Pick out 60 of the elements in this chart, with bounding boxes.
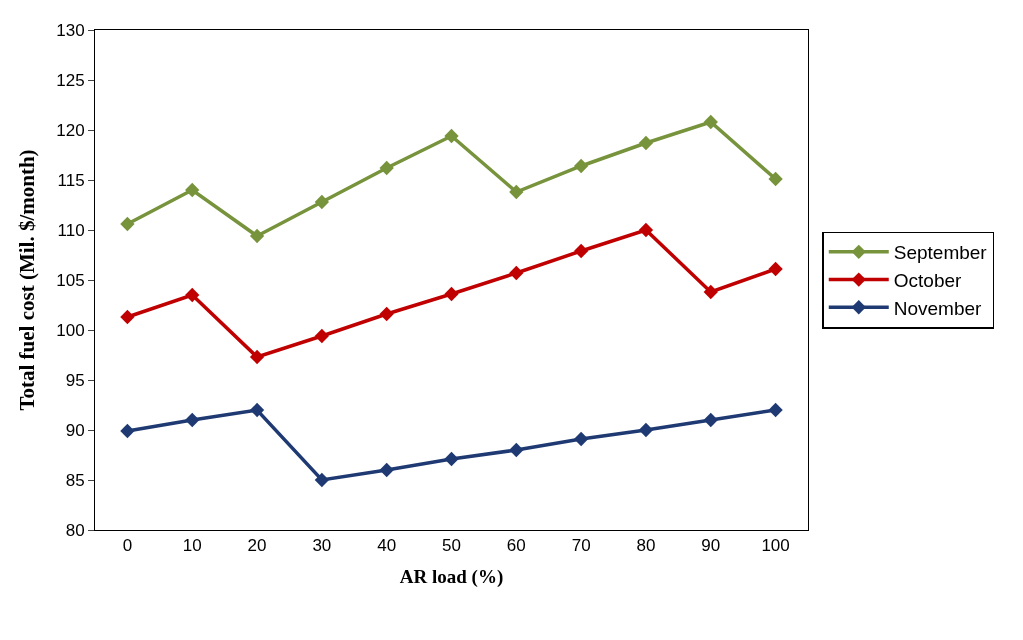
point — [379, 306, 394, 322]
point — [768, 171, 783, 187]
x-tick-label: 10 — [182, 536, 202, 556]
x-tick-label: 0 — [122, 536, 133, 556]
point — [314, 472, 330, 488]
x-tick-label: 40 — [377, 536, 397, 556]
y-axis-title: Total fuel cost (Mil. $/month) — [15, 149, 40, 411]
point — [120, 216, 135, 232]
x-tick-label: 20 — [247, 536, 267, 556]
point — [444, 286, 459, 302]
y-tick-label: 115 — [57, 170, 85, 190]
point — [249, 228, 265, 244]
point — [249, 402, 265, 418]
x-axis-title: AR load (%) — [399, 566, 504, 589]
point — [509, 184, 524, 200]
point — [768, 402, 783, 418]
x-tick-label: 70 — [571, 536, 591, 556]
x-tick-label: 80 — [636, 536, 656, 556]
point — [379, 462, 394, 478]
point — [314, 194, 330, 210]
point — [249, 349, 265, 365]
point — [638, 222, 654, 238]
point — [444, 451, 459, 467]
y-tick-label: 90 — [65, 420, 85, 440]
y-tick-label: 100 — [56, 320, 85, 340]
x-tick-label: 30 — [312, 536, 332, 556]
point — [703, 412, 718, 428]
y-tick-label: 95 — [65, 370, 85, 390]
y-tick-label: 125 — [56, 70, 85, 90]
y-tick-label: 110 — [57, 220, 85, 240]
point — [509, 265, 524, 281]
point — [703, 114, 718, 130]
point — [185, 412, 200, 428]
x-tick-label: 50 — [442, 536, 461, 556]
y-tick-label: 105 — [56, 270, 85, 290]
y-tick-label: 85 — [65, 470, 85, 490]
y-tick-label: 120 — [56, 120, 85, 140]
point — [185, 287, 200, 303]
point — [768, 261, 783, 277]
point — [120, 309, 135, 325]
point — [444, 128, 459, 144]
point — [185, 182, 200, 198]
point — [703, 284, 718, 300]
legend-label: November — [893, 297, 983, 319]
legend-label: September — [893, 242, 988, 264]
point — [120, 423, 135, 439]
point — [509, 442, 524, 458]
point — [573, 243, 589, 259]
y-tick-label: 130 — [56, 20, 85, 40]
point — [379, 160, 394, 176]
point — [573, 158, 589, 174]
x-tick-label: 60 — [506, 536, 526, 556]
point — [314, 328, 330, 344]
x-tick-label: 90 — [701, 536, 721, 556]
legend-label: October — [893, 269, 963, 291]
point — [638, 422, 654, 438]
y-tick-label: 80 — [65, 520, 85, 540]
point — [638, 135, 654, 151]
point — [573, 431, 589, 447]
x-tick-label: 100 — [761, 536, 790, 556]
